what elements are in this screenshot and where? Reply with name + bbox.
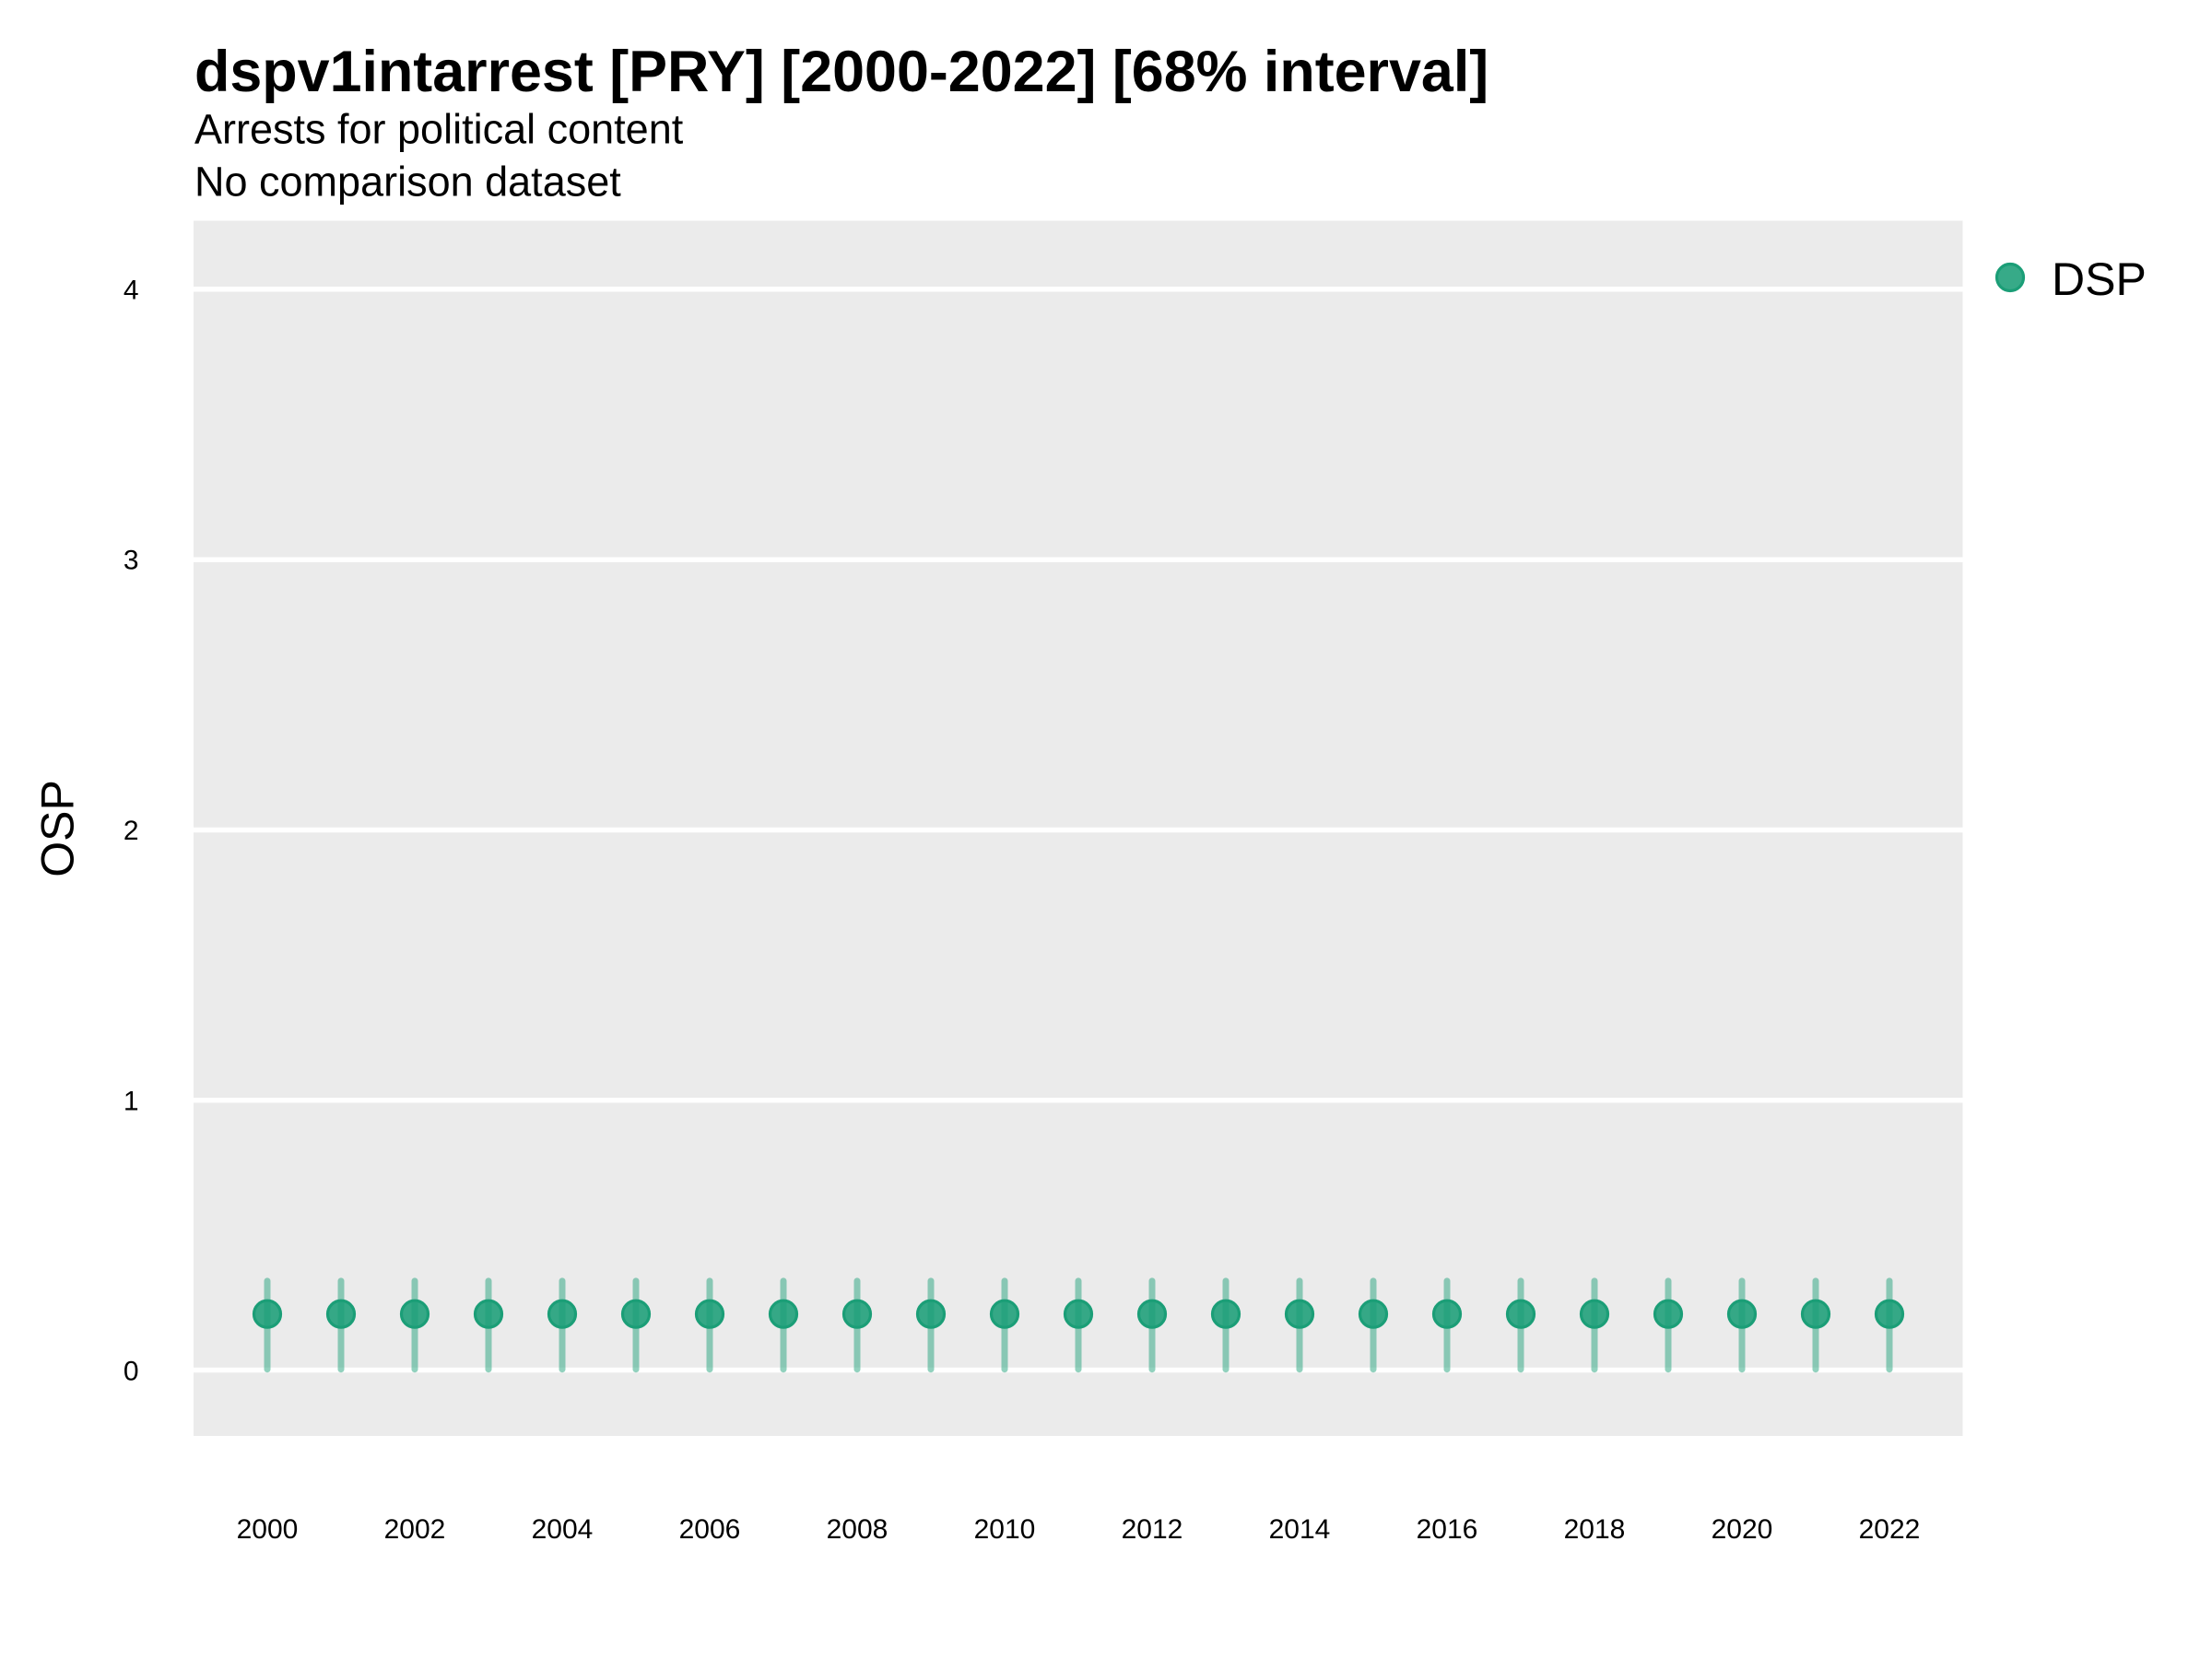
svg-text:4: 4 <box>124 275 139 305</box>
svg-text:2: 2 <box>124 816 139 846</box>
svg-text:3: 3 <box>124 546 139 576</box>
svg-text:2020: 2020 <box>1712 1514 1773 1545</box>
svg-text:2022: 2022 <box>1859 1514 1921 1545</box>
svg-text:Arrests for political content: Arrests for political content <box>194 106 684 153</box>
svg-text:No comparison dataset: No comparison dataset <box>194 158 621 205</box>
svg-text:2002: 2002 <box>384 1514 446 1545</box>
svg-text:DSP: DSP <box>2052 253 2147 305</box>
svg-text:2014: 2014 <box>1269 1514 1331 1545</box>
svg-text:2006: 2006 <box>679 1514 741 1545</box>
svg-text:2012: 2012 <box>1122 1514 1183 1545</box>
svg-text:dspv1intarrest [PRY] [2000-202: dspv1intarrest [PRY] [2000-2022] [68% in… <box>194 40 1488 104</box>
svg-text:2016: 2016 <box>1417 1514 1478 1545</box>
svg-text:1: 1 <box>124 1086 139 1116</box>
svg-text:0: 0 <box>124 1357 139 1387</box>
svg-text:2004: 2004 <box>532 1514 594 1545</box>
svg-text:OSP: OSP <box>32 780 84 877</box>
svg-text:2018: 2018 <box>1564 1514 1626 1545</box>
svg-text:2008: 2008 <box>827 1514 888 1545</box>
svg-text:2010: 2010 <box>974 1514 1036 1545</box>
svg-text:2000: 2000 <box>237 1514 299 1545</box>
